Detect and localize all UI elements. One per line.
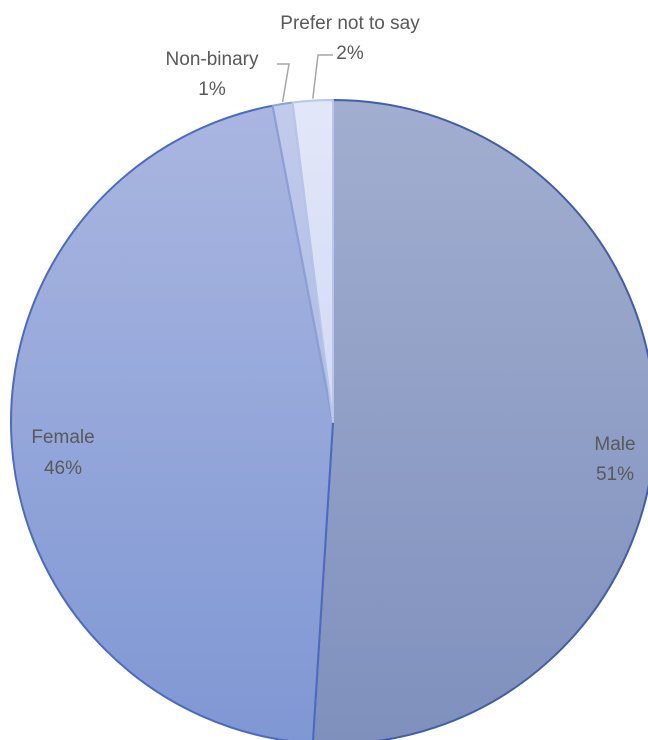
data-label-non-binary-percent: 1% xyxy=(198,79,226,100)
pie-slices xyxy=(10,99,648,740)
data-label-female-name: Female xyxy=(31,427,94,448)
leader-lines xyxy=(277,54,333,103)
pie-slice-prefer-not-to-say xyxy=(291,99,334,423)
data-labels: Male 51% Female 46% Non-binary 1% Prefer not t… xyxy=(31,13,635,485)
data-label-prefer-not-to-say-percent: 2% xyxy=(336,43,364,64)
pie-slice-female xyxy=(10,104,334,740)
data-label-non-binary-name: Non-binary xyxy=(166,49,259,70)
pie-slice-male xyxy=(311,99,648,740)
data-label-male-percent: 51% xyxy=(596,464,634,485)
leader-line-prefer-not-to-say xyxy=(312,54,333,99)
data-label-male-name: Male xyxy=(594,434,635,455)
data-label-prefer-not-to-say-name: Prefer not to say xyxy=(280,13,420,34)
leader-line-non-binary xyxy=(277,63,290,103)
data-label-female-percent: 46% xyxy=(44,458,82,479)
